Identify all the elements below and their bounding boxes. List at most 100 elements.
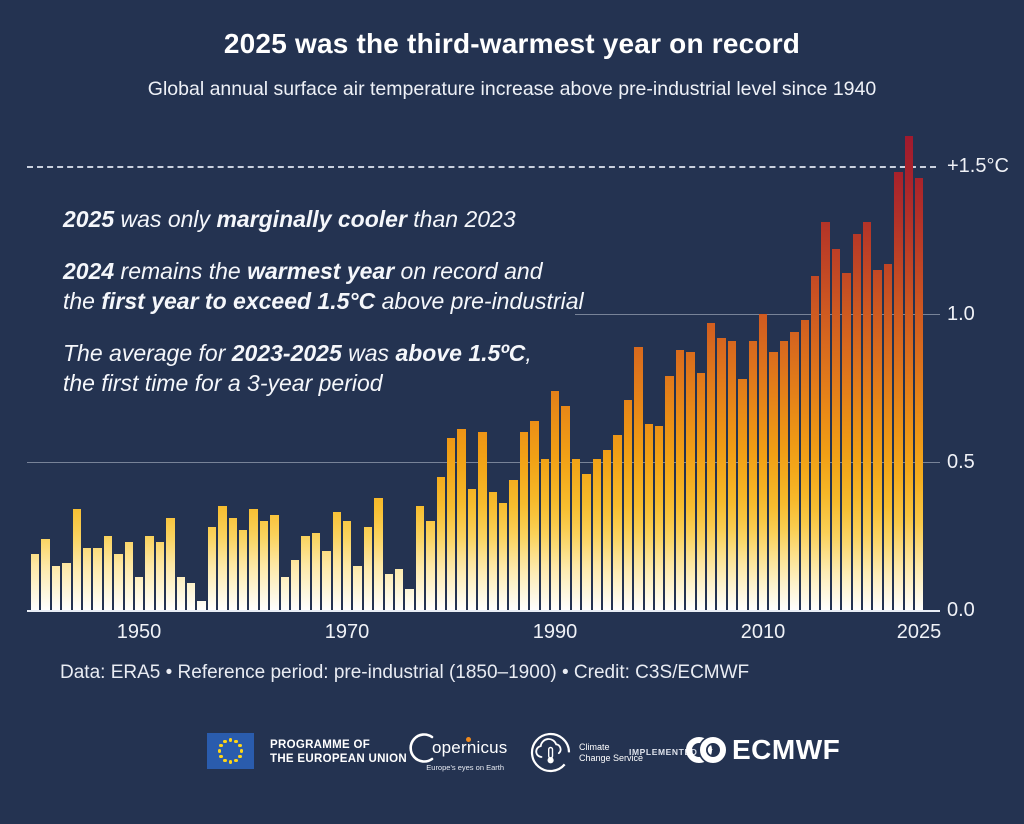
bar-1960	[239, 530, 248, 610]
bar-1976	[405, 589, 414, 610]
y-tick-1.0: 1.0	[947, 303, 975, 325]
climate-change-service-logo: Climate Change Service	[529, 731, 643, 774]
eu-programme-label: PROGRAMME OF THE EUROPEAN UNION	[270, 738, 407, 766]
eu-flag-logo	[207, 733, 254, 769]
annotation-paragraph-3: The average for 2023-2025 was above 1.5º…	[63, 340, 532, 396]
bar-1986	[509, 479, 518, 610]
bar-1970	[343, 521, 352, 610]
climate-service-line1: Climate	[579, 741, 610, 752]
bar-2016	[821, 222, 830, 610]
bar-2012	[779, 340, 789, 610]
bar-1975	[395, 568, 404, 610]
bar-1994	[592, 459, 601, 610]
copernicus-logo: opernicus Europe's eyes on Earth	[408, 731, 528, 779]
x-tick-2025: 2025	[896, 621, 942, 643]
bar-1944	[72, 509, 81, 610]
bar-1963	[270, 515, 279, 610]
bar-1991	[561, 405, 570, 610]
copernicus-name: opernicus	[432, 738, 508, 757]
x-tick-1990: 1990	[532, 621, 578, 643]
eu-star-icon	[238, 754, 242, 759]
bar-series	[31, 0, 936, 610]
climate-service-icon	[530, 732, 571, 773]
bar-1961	[249, 509, 258, 610]
bar-2013	[790, 331, 799, 610]
page-title: 2025 was the third-warmest year on recor…	[223, 28, 801, 59]
bar-1957	[207, 527, 217, 610]
page-subtitle: Global annual surface air temperature in…	[147, 78, 877, 100]
eu-star-icon	[228, 760, 233, 764]
gridline	[575, 314, 940, 315]
bar-2002	[675, 349, 685, 610]
eu-star-icon	[219, 754, 223, 759]
copernicus-tagline: Europe's eyes on Earth	[426, 763, 504, 772]
bar-1992	[571, 459, 581, 610]
bar-2023	[894, 171, 903, 610]
bar-2020	[863, 222, 872, 610]
eu-star-icon	[217, 749, 222, 753]
bar-1946	[93, 547, 102, 610]
annotation-paragraph-1: 2025 was only marginally cooler than 202…	[63, 206, 516, 232]
bar-2000	[655, 426, 664, 610]
x-axis-line	[27, 610, 940, 612]
bar-1966	[301, 536, 310, 610]
bar-1988	[530, 420, 539, 610]
bar-1940	[31, 553, 40, 610]
copernicus-wordmark: opernicus	[408, 731, 528, 765]
bar-1971	[353, 565, 362, 610]
bar-1983	[478, 432, 487, 610]
bar-1951	[145, 536, 154, 610]
ecmwf-name: ECMWF	[732, 734, 841, 765]
bar-2019	[852, 234, 861, 610]
bar-1990	[551, 390, 560, 610]
bar-1972	[363, 527, 373, 610]
bar-2003	[686, 352, 695, 610]
bar-1964	[280, 577, 289, 610]
bar-2017	[831, 248, 841, 610]
bar-1995	[603, 450, 612, 610]
bar-1984	[488, 491, 497, 610]
bar-1950	[135, 577, 144, 610]
bar-1997	[623, 399, 633, 610]
bar-2010	[759, 314, 768, 610]
bar-1978	[426, 521, 435, 610]
bar-1947	[103, 536, 113, 610]
bar-2025	[915, 177, 924, 610]
x-tick-2010: 2010	[740, 621, 786, 643]
eu-star-icon	[219, 743, 223, 748]
eu-programme-line1: PROGRAMME OF	[270, 739, 371, 751]
y-tick-+1.5C: +1.5°C	[947, 155, 1009, 177]
y-tick-0.0: 0.0	[947, 599, 975, 621]
bar-2022	[883, 263, 893, 610]
eu-star-icon	[239, 749, 244, 753]
bar-2018	[842, 272, 851, 610]
x-tick-1970: 1970	[324, 621, 370, 643]
bar-1998	[634, 346, 643, 610]
bar-1959	[228, 518, 237, 610]
bar-1969	[332, 512, 341, 610]
bar-2005	[707, 322, 716, 610]
bar-1962	[259, 521, 269, 610]
eu-programme-line2: THE EUROPEAN UNION	[270, 753, 408, 765]
bar-1955	[187, 583, 196, 610]
bar-1941	[41, 538, 50, 610]
bar-1996	[613, 435, 622, 610]
bar-1989	[540, 459, 549, 610]
bar-1956	[197, 601, 206, 610]
bar-2009	[748, 340, 757, 610]
bar-1982	[467, 488, 477, 610]
eu-star-icon	[228, 738, 233, 742]
bar-1967	[311, 533, 321, 610]
bar-1948	[114, 553, 123, 610]
bar-1993	[582, 473, 591, 610]
bar-2004	[696, 373, 705, 610]
bar-2008	[738, 379, 747, 610]
bar-2006	[717, 337, 726, 610]
climate-service-label: Climate Change Service	[579, 742, 643, 764]
bar-1943	[62, 562, 71, 610]
bar-1973	[374, 497, 383, 610]
bar-2021	[873, 269, 882, 610]
bar-1965	[291, 559, 300, 610]
ecmwf-rings-icon	[686, 735, 728, 765]
